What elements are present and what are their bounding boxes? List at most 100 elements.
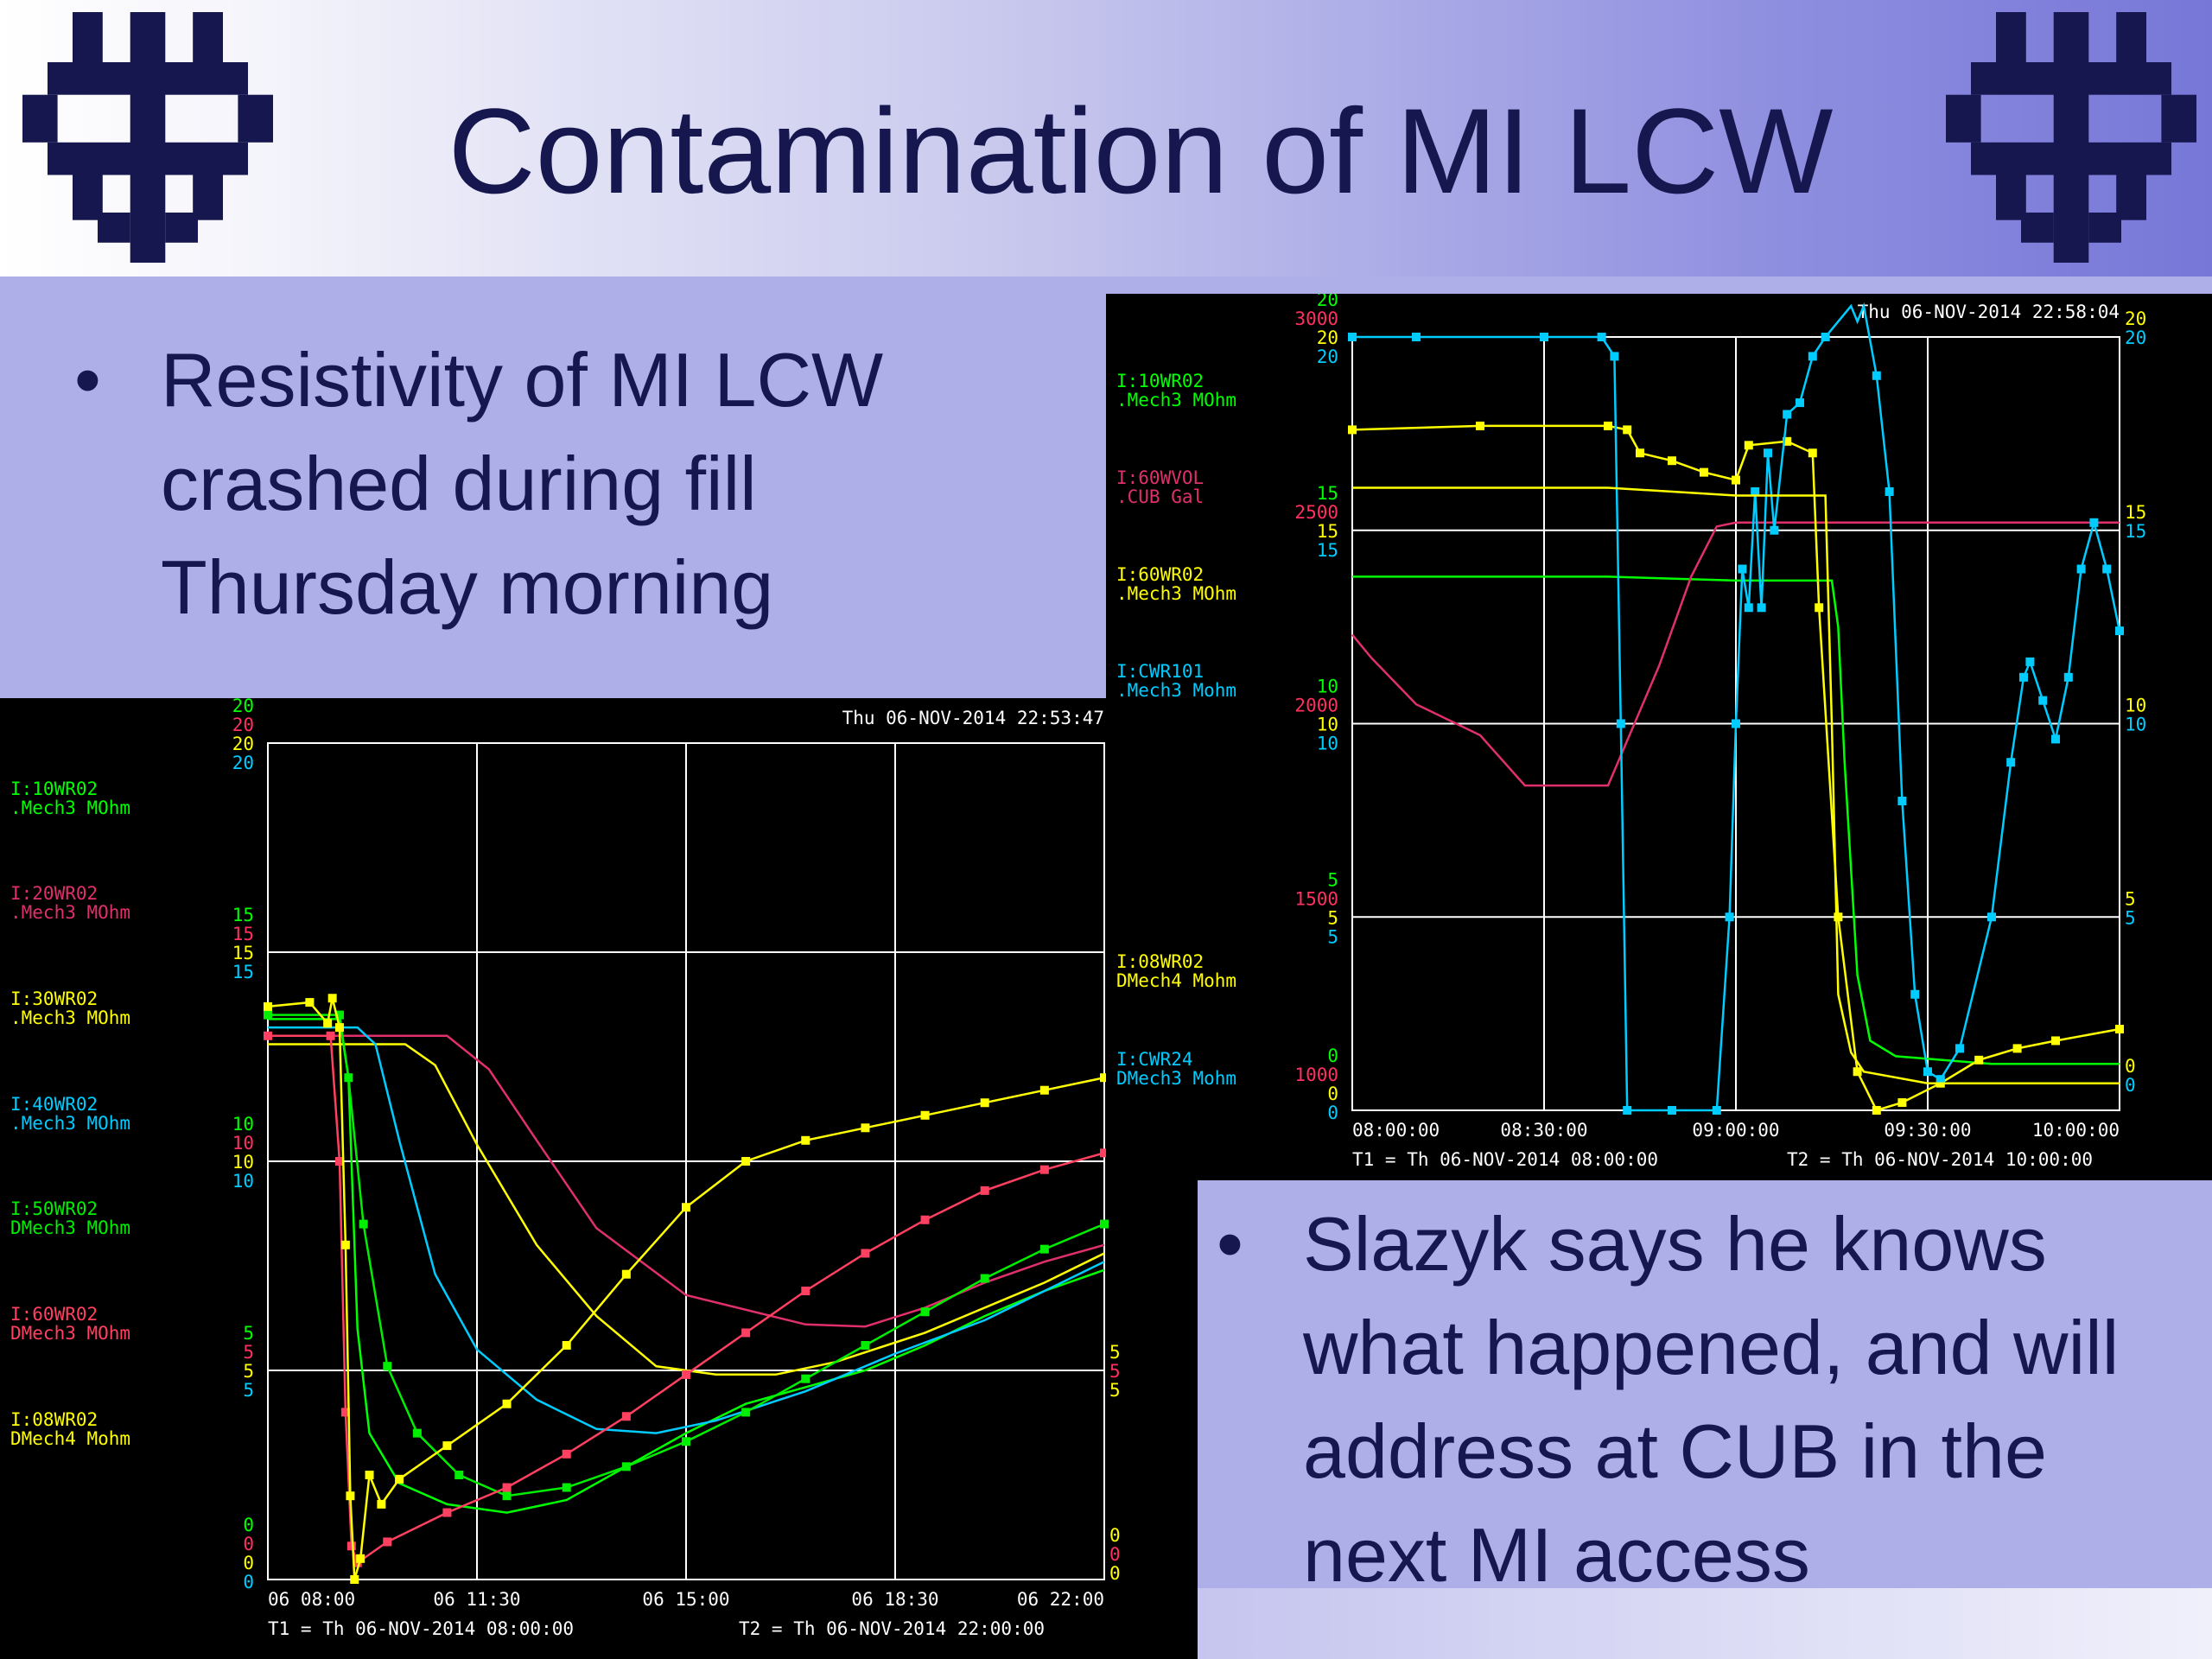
left-scale-label: 5 [1327,907,1338,928]
series-marker [395,1474,404,1484]
bullet-line: what happened, and will [1303,1305,2120,1390]
series-marker [920,1110,930,1120]
series-marker [1100,1219,1109,1229]
series-marker [1987,912,1996,922]
series-marker [621,1269,631,1279]
series-marker [1936,1075,1945,1084]
series-name: I:08WR02 [1116,951,1204,972]
series-marker [350,1575,359,1584]
series-marker [326,1031,335,1040]
bullet-line: next MI access [1303,1512,1810,1598]
series-marker [1757,603,1766,613]
right-scale-label: 0 [1109,1563,1121,1584]
right-scale-label: 5 [2125,907,2136,928]
series-marker [264,1010,272,1020]
x-tick-label: 10:00:00 [2032,1120,2120,1141]
series-marker [1348,425,1357,435]
series-marker [2038,696,2048,705]
scope-plot-full-day: 06 08:00 06 11:30 06 15:00 06 18:30 06 22:00… [0,698,1198,1659]
series-marker [562,1449,571,1459]
series-marker [1540,333,1548,341]
right-scale-label: 10 [2125,696,2146,716]
left-scale-label: 20 [232,734,254,754]
left-scale-label: 20 [1317,346,1338,367]
series-marker [980,1274,989,1283]
series-marker [1100,1073,1109,1083]
series-marker [334,1023,344,1033]
right-scale-label: 5 [1109,1342,1121,1363]
series-marker [741,1157,751,1166]
left-scale-label: 15 [1317,540,1338,561]
series-marker [1668,456,1676,466]
left-scale-label: 3000 [1294,308,1338,329]
series-marker [1764,448,1772,458]
series-marker [621,1412,631,1421]
series-marker [2006,758,2016,767]
left-scale-label: 15 [232,905,254,925]
series-line [1352,486,2120,1084]
series-marker [1872,1106,1881,1115]
series-marker [383,1362,392,1371]
t2-label: T2 = Th 06-NOV-2014 22:00:00 [739,1618,1045,1639]
series-marker [323,1019,333,1028]
series-marker [327,994,337,1003]
left-scale-label: 0 [1327,1103,1338,1123]
series-marker [264,1001,272,1011]
bullet-line: Thursday morning [161,544,774,630]
series-marker [454,1471,464,1479]
series-marker [801,1374,810,1383]
bullet-dot: • [1217,1201,1243,1287]
left-scale-label: 20 [232,715,254,735]
left-scale-label: 0 [243,1553,254,1573]
series-marker [2063,672,2073,682]
left-scale-label: 15 [232,943,254,963]
series-marker [980,1098,989,1108]
bullet-slazyk: • Slazyk says he knows what happened, an… [1217,1192,2120,1607]
series-marker [502,1491,512,1501]
series-marker [741,1328,751,1338]
series-marker [1783,436,1792,446]
left-scale-label: 0 [1327,1084,1338,1104]
series-marker [344,1073,353,1083]
left-scale-label: 20 [232,753,254,773]
right-scale-label: 0 [1109,1525,1121,1546]
series-marker [682,1437,690,1446]
right-scale-label: 10 [2125,715,2146,735]
series-marker [801,1287,810,1296]
series-marker [682,1370,690,1379]
series-unit: .Mech3 Mohm [1116,680,1236,701]
left-scale-label: 10 [232,1133,254,1154]
series-marker [1610,352,1619,361]
series-unit: .Mech3 MOhm [10,1113,130,1134]
series-marker [356,1554,365,1563]
series-unit: DMech4 Mohm [1116,970,1236,991]
series-marker [2089,518,2099,527]
left-scale-label: 5 [243,1323,254,1344]
series-marker [1623,425,1632,435]
series-marker [2025,657,2035,666]
series-marker [377,1499,386,1509]
left-scale-label: 10 [232,1114,254,1135]
series-marker [264,1031,272,1040]
series-name: I:20WR02 [10,883,98,904]
series-marker [562,1483,571,1492]
series-marker [1897,797,1907,805]
series-marker [1700,467,1708,477]
series-marker [801,1135,810,1145]
series-line [268,1018,1105,1514]
series-name: I:10WR02 [1116,371,1204,391]
series-marker [1821,333,1830,341]
right-scale-label: 5 [1109,1380,1121,1401]
series-marker [1885,487,1894,496]
x-tick-label: 06 15:00 [642,1589,729,1610]
series-line [268,1014,1105,1497]
series-marker [334,1010,344,1020]
left-scale-label: 1500 [1294,888,1338,909]
series-marker [1815,603,1824,613]
left-scale-label: 0 [243,1515,254,1535]
series-marker [2019,672,2028,682]
series-marker [2051,734,2060,744]
series-marker [334,1157,344,1166]
chart-timestamp: Thu 06-NOV-2014 22:58:04 [1858,302,2120,322]
series-marker [1808,352,1817,361]
